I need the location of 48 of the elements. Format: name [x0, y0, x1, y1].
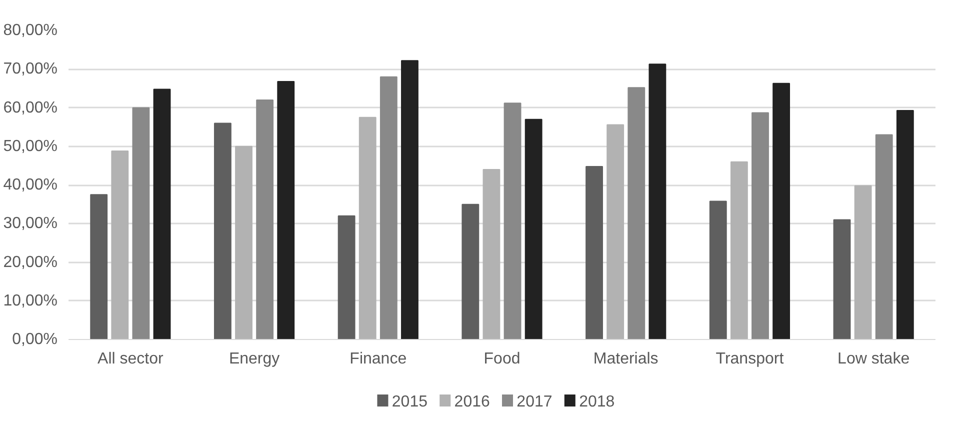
x-tick-label: All sector: [98, 350, 164, 368]
bar: [833, 219, 851, 340]
bar: [504, 102, 522, 340]
bar: [132, 107, 150, 340]
bar: [752, 112, 769, 340]
bar: [462, 204, 480, 340]
x-tick-label: Materials: [593, 350, 658, 368]
y-tick-label: 10,00%: [3, 292, 58, 310]
bar: [380, 76, 398, 340]
legend-label: 2018: [579, 394, 615, 410]
bar: [606, 124, 624, 340]
bar: [401, 60, 418, 340]
bar: [524, 118, 542, 340]
bar: [277, 80, 295, 340]
bar: [896, 110, 914, 340]
legend-label: 2016: [454, 394, 490, 410]
x-tick-label: Finance: [350, 350, 407, 368]
x-tick-label: Food: [484, 350, 520, 368]
bar: [482, 169, 500, 340]
bar: [214, 122, 232, 340]
bar: [854, 185, 872, 340]
bar: [586, 166, 603, 340]
y-tick-label: 70,00%: [3, 60, 58, 78]
y-tick-label: 50,00%: [3, 138, 58, 155]
y-tick-label: 80,00%: [3, 22, 58, 39]
bar: [111, 150, 129, 340]
bar: [730, 161, 748, 340]
x-tick-label: Transport: [716, 350, 784, 368]
y-tick-label: 30,00%: [3, 215, 58, 232]
legend-label: 2015: [392, 394, 428, 410]
legend-label: 2017: [516, 394, 552, 410]
x-tick-label: Energy: [228, 350, 280, 368]
bar: [709, 200, 727, 340]
bar: [256, 100, 274, 340]
bar: [772, 82, 790, 340]
bar: [358, 116, 376, 340]
y-tick-label: 40,00%: [3, 176, 58, 194]
bar: [235, 146, 252, 340]
bar: [648, 64, 666, 340]
y-tick-label: 0,00%: [12, 331, 58, 348]
bar: [628, 87, 646, 340]
bar: [338, 215, 356, 340]
x-tick-label: Low stake: [838, 350, 910, 368]
bar: [90, 194, 108, 340]
bar: [875, 134, 893, 340]
y-tick-label: 60,00%: [3, 99, 58, 116]
bar: [153, 88, 171, 340]
y-tick-label: 20,00%: [3, 254, 58, 271]
